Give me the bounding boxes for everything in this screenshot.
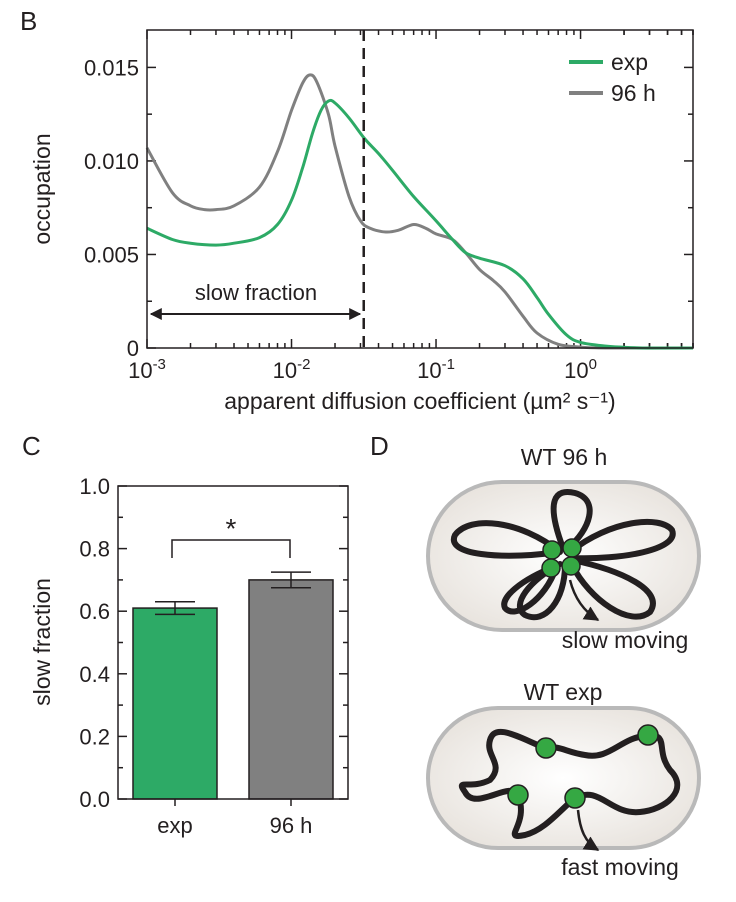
y-tick-label: 0.015 xyxy=(84,55,139,80)
significance-bracket xyxy=(171,539,291,558)
panel-c-tick-labels: 0.0 0.2 0.4 0.6 0.8 1.0 exp 96 h xyxy=(79,474,312,838)
x-tick-label: 10-3 xyxy=(128,356,166,383)
y-tick-label: 0.010 xyxy=(84,149,139,174)
panel-letter-d: D xyxy=(370,431,389,461)
cell-top-title: WT 96 h xyxy=(521,444,608,470)
panel-b-axes-frame xyxy=(146,29,694,349)
legend-label-exp: exp xyxy=(611,49,648,75)
fast-moving-label: fast moving xyxy=(561,854,679,880)
series-line-exp xyxy=(146,98,694,350)
cell-top xyxy=(426,480,701,632)
panel-c-bars xyxy=(132,571,334,800)
y-tick-label: 0.8 xyxy=(79,537,110,562)
significance-star: * xyxy=(226,513,237,544)
y-tick-label: 0.0 xyxy=(79,787,110,812)
x-tick-label: 10-2 xyxy=(273,356,311,383)
protein-cluster xyxy=(541,538,582,578)
panel-c-axes-frame xyxy=(117,485,349,800)
y-tick-label: 0 xyxy=(127,336,139,361)
panel-letter-c: C xyxy=(22,431,41,461)
panel-b-series xyxy=(145,73,694,350)
x-tick-label: 10-1 xyxy=(417,356,455,383)
panel-d-diagram: WT 96 h slow moving WT exp fa xyxy=(426,444,701,880)
y-tick-label: 0.005 xyxy=(84,242,139,267)
y-tick-label: 0.6 xyxy=(79,599,110,624)
series-line-96h xyxy=(145,73,694,350)
panel-c-ylabel: slow fraction xyxy=(29,578,55,706)
slow-fraction-label: slow fraction xyxy=(195,280,317,305)
cell-bottom xyxy=(426,706,701,850)
bar-96h xyxy=(248,579,334,800)
x-tick-label: exp xyxy=(157,813,192,838)
y-tick-label: 1.0 xyxy=(79,474,110,499)
panel-letter-b: B xyxy=(20,6,37,36)
x-tick-label: 96 h xyxy=(270,813,313,838)
bar-exp xyxy=(132,607,218,800)
slow-moving-arrow xyxy=(568,579,600,622)
protein-markers xyxy=(507,724,659,809)
y-tick-label: 0.4 xyxy=(79,662,110,687)
panel-b-ylabel: occupation xyxy=(29,133,55,244)
fast-moving-arrow xyxy=(576,809,600,852)
panel-b-tick-labels: 10-3 10-2 10-1 100 0 0.005 0.010 0.015 xyxy=(84,55,597,383)
x-tick-label: 100 xyxy=(564,356,597,383)
y-tick-label: 0.2 xyxy=(79,724,110,749)
legend-label-96h: 96 h xyxy=(611,80,656,106)
panel-b-legend: exp 96 h xyxy=(569,49,656,106)
chromosome-rosette xyxy=(450,489,676,620)
slow-moving-label: slow moving xyxy=(562,627,689,653)
panel-b-xlabel: apparent diffusion coefficient (µm² s⁻¹) xyxy=(224,388,615,414)
panel-b-line-chart: 10-3 10-2 10-1 100 0 0.005 0.010 0.015 occupati… xyxy=(29,29,694,414)
cell-bottom-title: WT exp xyxy=(524,679,603,705)
